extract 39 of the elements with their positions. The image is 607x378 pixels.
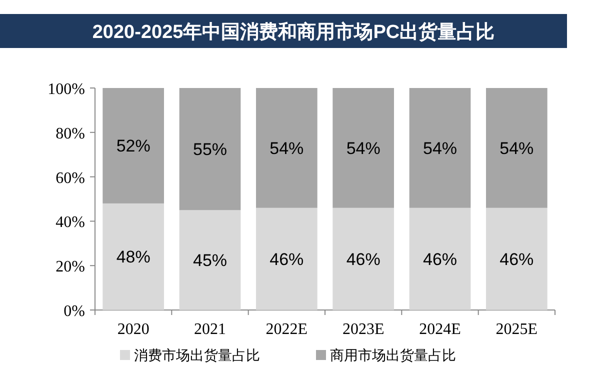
bar [332, 208, 394, 310]
bar [486, 208, 548, 310]
y-tick-label: 40% [56, 214, 85, 232]
x-tick-label: 2021 [194, 321, 226, 338]
y-tick-label: 20% [56, 258, 85, 276]
data-label: 46% [270, 250, 304, 269]
data-label: 45% [192, 251, 228, 270]
y-tick-label: 0% [64, 303, 85, 320]
data-label: 52% [116, 136, 150, 156]
data-label: 46% [422, 250, 458, 269]
data-label: 54% [346, 138, 380, 158]
data-label: 46% [500, 250, 534, 269]
bar [102, 88, 164, 204]
data-label: 54% [500, 138, 534, 158]
x-tick-label: 2024E [419, 321, 461, 338]
bar [179, 210, 241, 310]
x-tick-label: 2023E [342, 321, 384, 338]
chart-title: 2020-2025年中国消费和商用市场PC出货量占比 [92, 21, 495, 43]
data-label: 54% [422, 138, 458, 158]
y-tick-label: 60% [56, 170, 85, 187]
legend-label: 商用市场出货量占比 [330, 347, 456, 363]
data-label: 54% [270, 138, 304, 158]
y-tick-label: 80% [56, 125, 85, 142]
y-tick-label: 100% [48, 81, 85, 98]
bar [409, 88, 471, 208]
data-label: 55% [192, 140, 228, 160]
data-label: 48% [116, 248, 150, 267]
data-label: 46% [346, 250, 380, 269]
bar [256, 208, 318, 310]
bar [102, 203, 164, 310]
bar [332, 88, 394, 208]
bar [409, 208, 471, 310]
bar [179, 88, 241, 210]
x-tick-label: 2020 [117, 321, 150, 338]
bar [486, 88, 548, 208]
legend-label: 消费市场出货量占比 [134, 347, 260, 363]
x-tick-label: 2025E [496, 321, 538, 338]
bar [256, 88, 318, 208]
x-tick-label: 2022E [266, 321, 308, 338]
